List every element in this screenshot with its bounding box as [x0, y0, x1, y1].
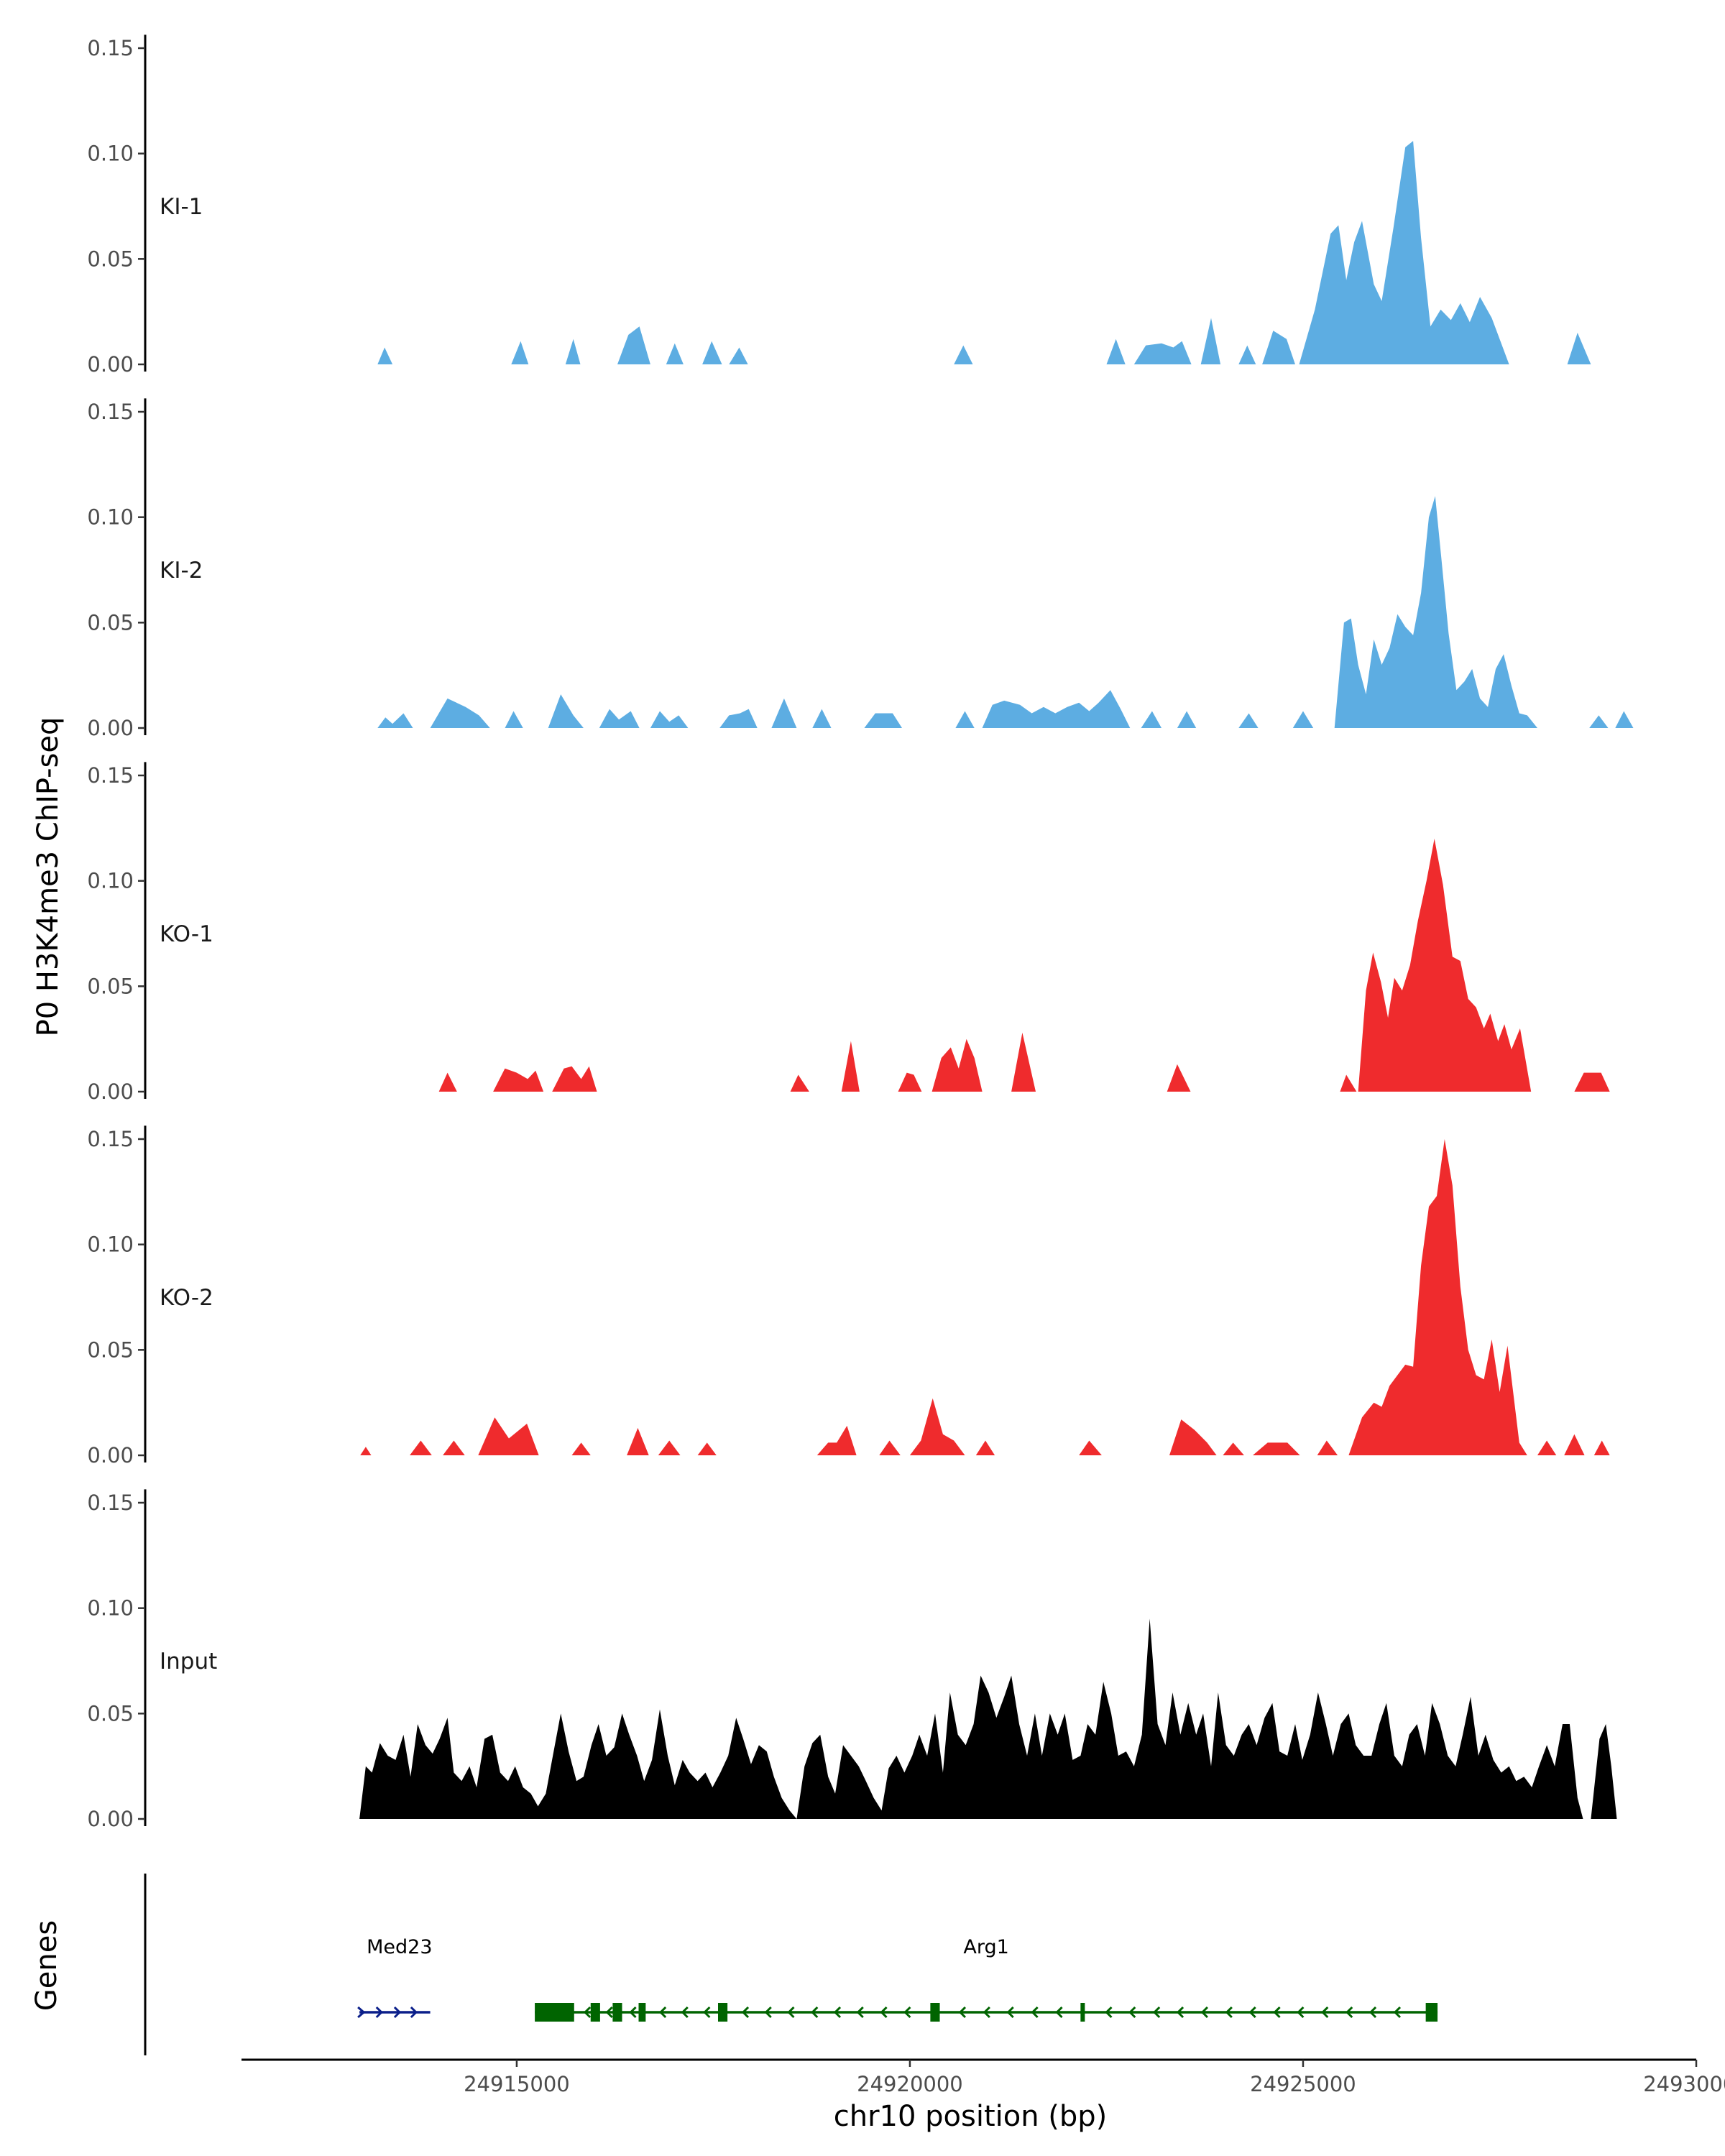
x-tick-label: 24925000 — [1250, 2072, 1356, 2096]
strand-chevron-icon — [1200, 2006, 1208, 2019]
strand-chevron-icon — [880, 2006, 888, 2019]
strand-chevron-icon — [787, 2006, 795, 2019]
y-tick-label: 0.05 — [87, 247, 134, 271]
strand-chevron-icon — [1225, 2006, 1233, 2019]
y-tick-label: 0.05 — [87, 974, 134, 998]
strand-chevron-icon — [856, 2006, 864, 2019]
strand-chevron-icon — [811, 2006, 819, 2019]
strand-chevron-icon — [393, 2006, 402, 2019]
track-label: KI-1 — [160, 194, 203, 220]
chip-seq-tracks: 0.00 0.05 0.10 0.15 KI-1 0.00 0.05 0.10 0.15 KI-2… — [87, 34, 1634, 1831]
gene-exon — [1425, 2003, 1438, 2022]
y-tick-label: 0.05 — [87, 1701, 134, 1726]
x-tick-label: 24930000 — [1643, 2072, 1725, 2096]
signal-area-ko-1 — [438, 839, 1610, 1092]
strand-chevron-icon — [1393, 2006, 1402, 2019]
y-tick-label: 0.00 — [87, 716, 134, 740]
track-label: KI-2 — [160, 558, 203, 584]
y-tick-label: 0.05 — [87, 610, 134, 635]
strand-chevron-icon — [659, 2006, 667, 2019]
gene-exon — [1080, 2003, 1085, 2022]
y-tick-label: 0.15 — [87, 36, 134, 60]
strand-chevron-icon — [1248, 2006, 1256, 2019]
strand-chevron-icon — [629, 2006, 637, 2019]
y-tick-label: 0.10 — [87, 1233, 134, 1257]
strand-chevron-icon — [375, 2006, 383, 2019]
strand-chevron-icon — [958, 2006, 967, 2019]
y-axis-title: P0 H3K4me3 ChIP-seq — [32, 717, 65, 1037]
strand-chevron-icon — [1153, 2006, 1161, 2019]
gene-exon — [535, 2003, 574, 2022]
gene-annotation-panel: Med23 Arg1 — [144, 1874, 1438, 2055]
track-panel-ko-2: 0.00 0.05 0.10 0.15 KO-2 — [87, 1125, 1610, 1468]
y-tick-label: 0.00 — [87, 352, 134, 377]
strand-chevron-icon — [1273, 2006, 1281, 2019]
y-tick-label: 0.15 — [87, 400, 134, 424]
strand-chevron-icon — [903, 2006, 911, 2019]
x-tick-label: 24920000 — [857, 2072, 963, 2096]
gene-exon — [638, 2003, 646, 2022]
track-panel-ki-2: 0.00 0.05 0.10 0.15 KI-2 — [87, 398, 1634, 740]
y-tick-label: 0.10 — [87, 1596, 134, 1621]
x-axis: 24915000 24920000 24925000 24930000 — [242, 2058, 1725, 2096]
x-axis-title: chr10 position (bp) — [834, 2100, 1108, 2133]
y-tick-label: 0.15 — [87, 1491, 134, 1515]
track-label: Input — [160, 1649, 217, 1674]
y-tick-label: 0.10 — [87, 142, 134, 166]
strand-chevron-icon — [1346, 2006, 1353, 2019]
strand-chevron-icon — [1128, 2006, 1136, 2019]
gene-name-label: Arg1 — [963, 1936, 1008, 1958]
strand-chevron-icon — [983, 2006, 990, 2019]
strand-chevron-icon — [1006, 2006, 1014, 2019]
y-tick-label: 0.15 — [87, 1127, 134, 1151]
track-panel-ko-1: 0.00 0.05 0.10 0.15 KO-1 — [87, 762, 1610, 1104]
strand-chevron-icon — [764, 2006, 772, 2019]
strand-chevron-icon — [1321, 2006, 1329, 2019]
strand-chevron-icon — [1031, 2006, 1039, 2019]
signal-area-input — [359, 1618, 1617, 1819]
strand-chevron-icon — [583, 2006, 592, 2019]
strand-chevron-icon — [681, 2006, 689, 2019]
gene-arg1: Arg1 — [535, 1936, 1438, 2022]
strand-chevron-icon — [1176, 2006, 1184, 2019]
y-tick-label: 0.00 — [87, 1807, 134, 1831]
genes-panel-title: Genes — [30, 1920, 63, 2011]
strand-chevron-icon — [410, 2006, 418, 2019]
gene-exon — [612, 2003, 622, 2022]
y-tick-label: 0.15 — [87, 763, 134, 788]
y-tick-label: 0.05 — [87, 1337, 134, 1362]
strand-chevron-icon — [1368, 2006, 1377, 2019]
strand-chevron-icon — [1055, 2006, 1063, 2019]
strand-chevron-icon — [605, 2006, 613, 2019]
strand-chevron-icon — [703, 2006, 711, 2019]
strand-chevron-icon — [1297, 2006, 1305, 2019]
track-label: KO-1 — [160, 921, 213, 947]
y-tick-label: 0.10 — [87, 505, 134, 530]
track-panel-ki-1: 0.00 0.05 0.10 0.15 KI-1 — [87, 34, 1591, 377]
strand-chevron-icon — [1105, 2006, 1113, 2019]
gene-exon — [930, 2003, 940, 2022]
strand-chevron-icon — [833, 2006, 842, 2019]
strand-chevron-icon — [357, 2006, 366, 2019]
signal-area-ki-2 — [377, 496, 1634, 728]
x-tick-label: 24915000 — [464, 2072, 570, 2096]
y-tick-label: 0.00 — [87, 1443, 134, 1468]
gene-name-label: Med23 — [367, 1936, 432, 1958]
signal-area-ki-1 — [377, 141, 1591, 364]
strand-chevron-icon — [741, 2006, 750, 2019]
signal-area-ko-2 — [360, 1139, 1610, 1455]
gene-exon — [590, 2003, 600, 2022]
gene-exon — [717, 2003, 728, 2022]
track-panel-input: 0.00 0.05 0.10 0.15 Input — [87, 1489, 1617, 1831]
y-tick-label: 0.00 — [87, 1079, 134, 1104]
track-label: KO-2 — [160, 1285, 213, 1311]
y-tick-label: 0.10 — [87, 869, 134, 893]
gene-med23: Med23 — [357, 1936, 433, 2019]
